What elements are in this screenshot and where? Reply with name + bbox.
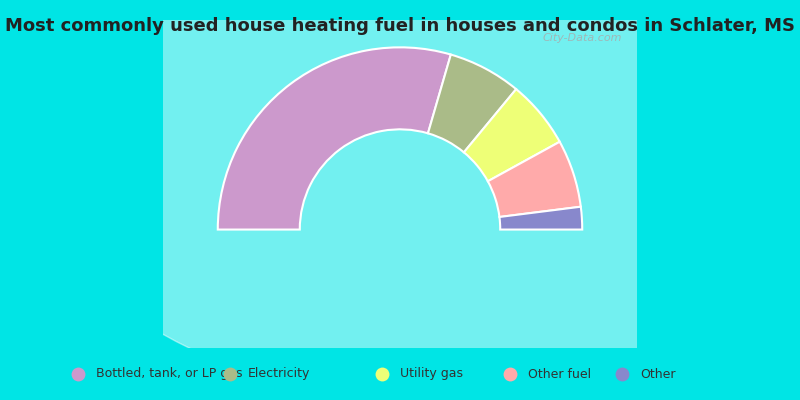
Point: [616, 371, 629, 377]
Wedge shape: [218, 47, 451, 230]
Point: [376, 371, 389, 377]
Wedge shape: [499, 207, 582, 230]
Ellipse shape: [45, 0, 800, 397]
Text: Electricity: Electricity: [248, 368, 310, 380]
Text: City-Data.com: City-Data.com: [543, 33, 622, 43]
Point: [224, 371, 237, 377]
Text: Utility gas: Utility gas: [400, 368, 463, 380]
Text: Bottled, tank, or LP gas: Bottled, tank, or LP gas: [96, 368, 242, 380]
Text: Other: Other: [640, 368, 675, 380]
Point: [72, 371, 85, 377]
Text: Most commonly used house heating fuel in houses and condos in Schlater, MS: Most commonly used house heating fuel in…: [5, 17, 795, 35]
Wedge shape: [464, 89, 560, 181]
Point: [504, 371, 517, 377]
Wedge shape: [428, 54, 516, 152]
Wedge shape: [488, 142, 581, 217]
Text: Other fuel: Other fuel: [528, 368, 591, 380]
